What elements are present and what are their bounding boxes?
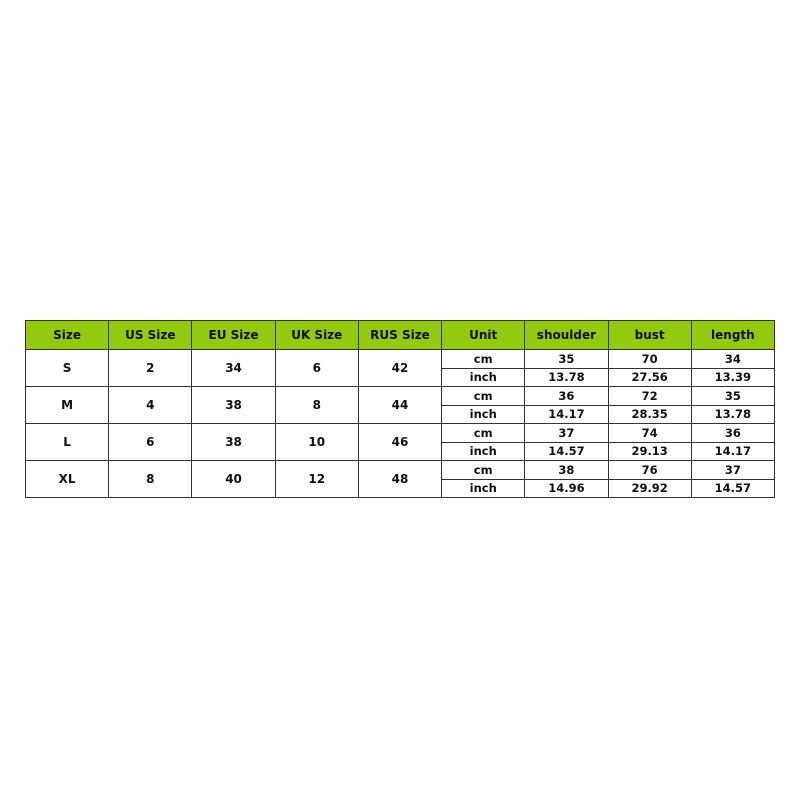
eu-cell: 38 xyxy=(191,386,276,424)
table-row: L 6 38 10 46 cm 37 74 36 xyxy=(24,423,776,461)
length-cell: 13.39 xyxy=(690,367,776,387)
shoulder-cell: 14.57 xyxy=(524,441,609,461)
unit-cell: inch xyxy=(441,441,526,461)
column-header: RUS Size xyxy=(357,320,443,350)
rus-cell: 42 xyxy=(357,349,443,387)
us-cell: 2 xyxy=(108,349,193,387)
bust-cell: 72 xyxy=(607,386,692,406)
length-cell: 13.78 xyxy=(690,404,776,424)
table-row: S 2 34 6 42 cm 35 70 34 xyxy=(24,349,776,387)
unit-cell: inch xyxy=(441,478,526,498)
table-subrow: inch 14.57 29.13 14.17 xyxy=(26,441,776,461)
table-row: M 4 38 8 44 cm 36 72 35 xyxy=(24,386,776,424)
eu-cell: 34 xyxy=(191,349,276,387)
us-cell: 8 xyxy=(108,460,193,498)
column-header: EU Size xyxy=(191,320,276,350)
bust-cell: 29.13 xyxy=(607,441,692,461)
shoulder-cell: 36 xyxy=(524,386,609,406)
uk-cell: 8 xyxy=(274,386,359,424)
bust-cell: 74 xyxy=(607,423,692,443)
column-header: Unit xyxy=(441,320,526,350)
column-header: US Size xyxy=(108,320,193,350)
column-header: UK Size xyxy=(274,320,359,350)
shoulder-cell: 37 xyxy=(524,423,609,443)
shoulder-cell: 14.17 xyxy=(524,404,609,424)
column-header: length xyxy=(690,320,776,350)
us-cell: 6 xyxy=(108,423,193,461)
length-cell: 37 xyxy=(690,460,776,480)
eu-cell: 40 xyxy=(191,460,276,498)
shoulder-cell: 35 xyxy=(524,349,609,369)
rus-cell: 48 xyxy=(357,460,443,498)
size-cell: L xyxy=(24,423,110,461)
length-cell: 34 xyxy=(690,349,776,369)
bust-cell: 70 xyxy=(607,349,692,369)
bust-cell: 76 xyxy=(607,460,692,480)
unit-cell: inch xyxy=(441,404,526,424)
length-cell: 14.57 xyxy=(690,478,776,498)
size-chart-table: Size US Size EU Size UK Size RUS Size Unit sho… xyxy=(24,320,776,498)
shoulder-cell: 13.78 xyxy=(524,367,609,387)
unit-cell: cm xyxy=(441,460,526,480)
column-header: Size xyxy=(24,320,110,350)
table-subrow: inch 14.96 29.92 14.57 xyxy=(26,478,776,498)
uk-cell: 12 xyxy=(274,460,359,498)
rus-cell: 46 xyxy=(357,423,443,461)
unit-cell: inch xyxy=(441,367,526,387)
uk-cell: 6 xyxy=(274,349,359,387)
us-cell: 4 xyxy=(108,386,193,424)
bust-cell: 27.56 xyxy=(607,367,692,387)
unit-cell: cm xyxy=(441,349,526,369)
unit-cell: cm xyxy=(441,423,526,443)
shoulder-cell: 14.96 xyxy=(524,478,609,498)
table-row: XL 8 40 12 48 cm 38 76 37 xyxy=(24,460,776,498)
unit-cell: cm xyxy=(441,386,526,406)
length-cell: 36 xyxy=(690,423,776,443)
size-cell: M xyxy=(24,386,110,424)
header-row: Size US Size EU Size UK Size RUS Size Unit sho… xyxy=(24,320,776,350)
size-cell: XL xyxy=(24,460,110,498)
length-cell: 35 xyxy=(690,386,776,406)
bust-cell: 28.35 xyxy=(607,404,692,424)
bust-cell: 29.92 xyxy=(607,478,692,498)
length-cell: 14.17 xyxy=(690,441,776,461)
shoulder-cell: 38 xyxy=(524,460,609,480)
column-header: shoulder xyxy=(524,320,609,350)
size-cell: S xyxy=(24,349,110,387)
column-header: bust xyxy=(607,320,692,350)
eu-cell: 38 xyxy=(191,423,276,461)
uk-cell: 10 xyxy=(274,423,359,461)
rus-cell: 44 xyxy=(357,386,443,424)
